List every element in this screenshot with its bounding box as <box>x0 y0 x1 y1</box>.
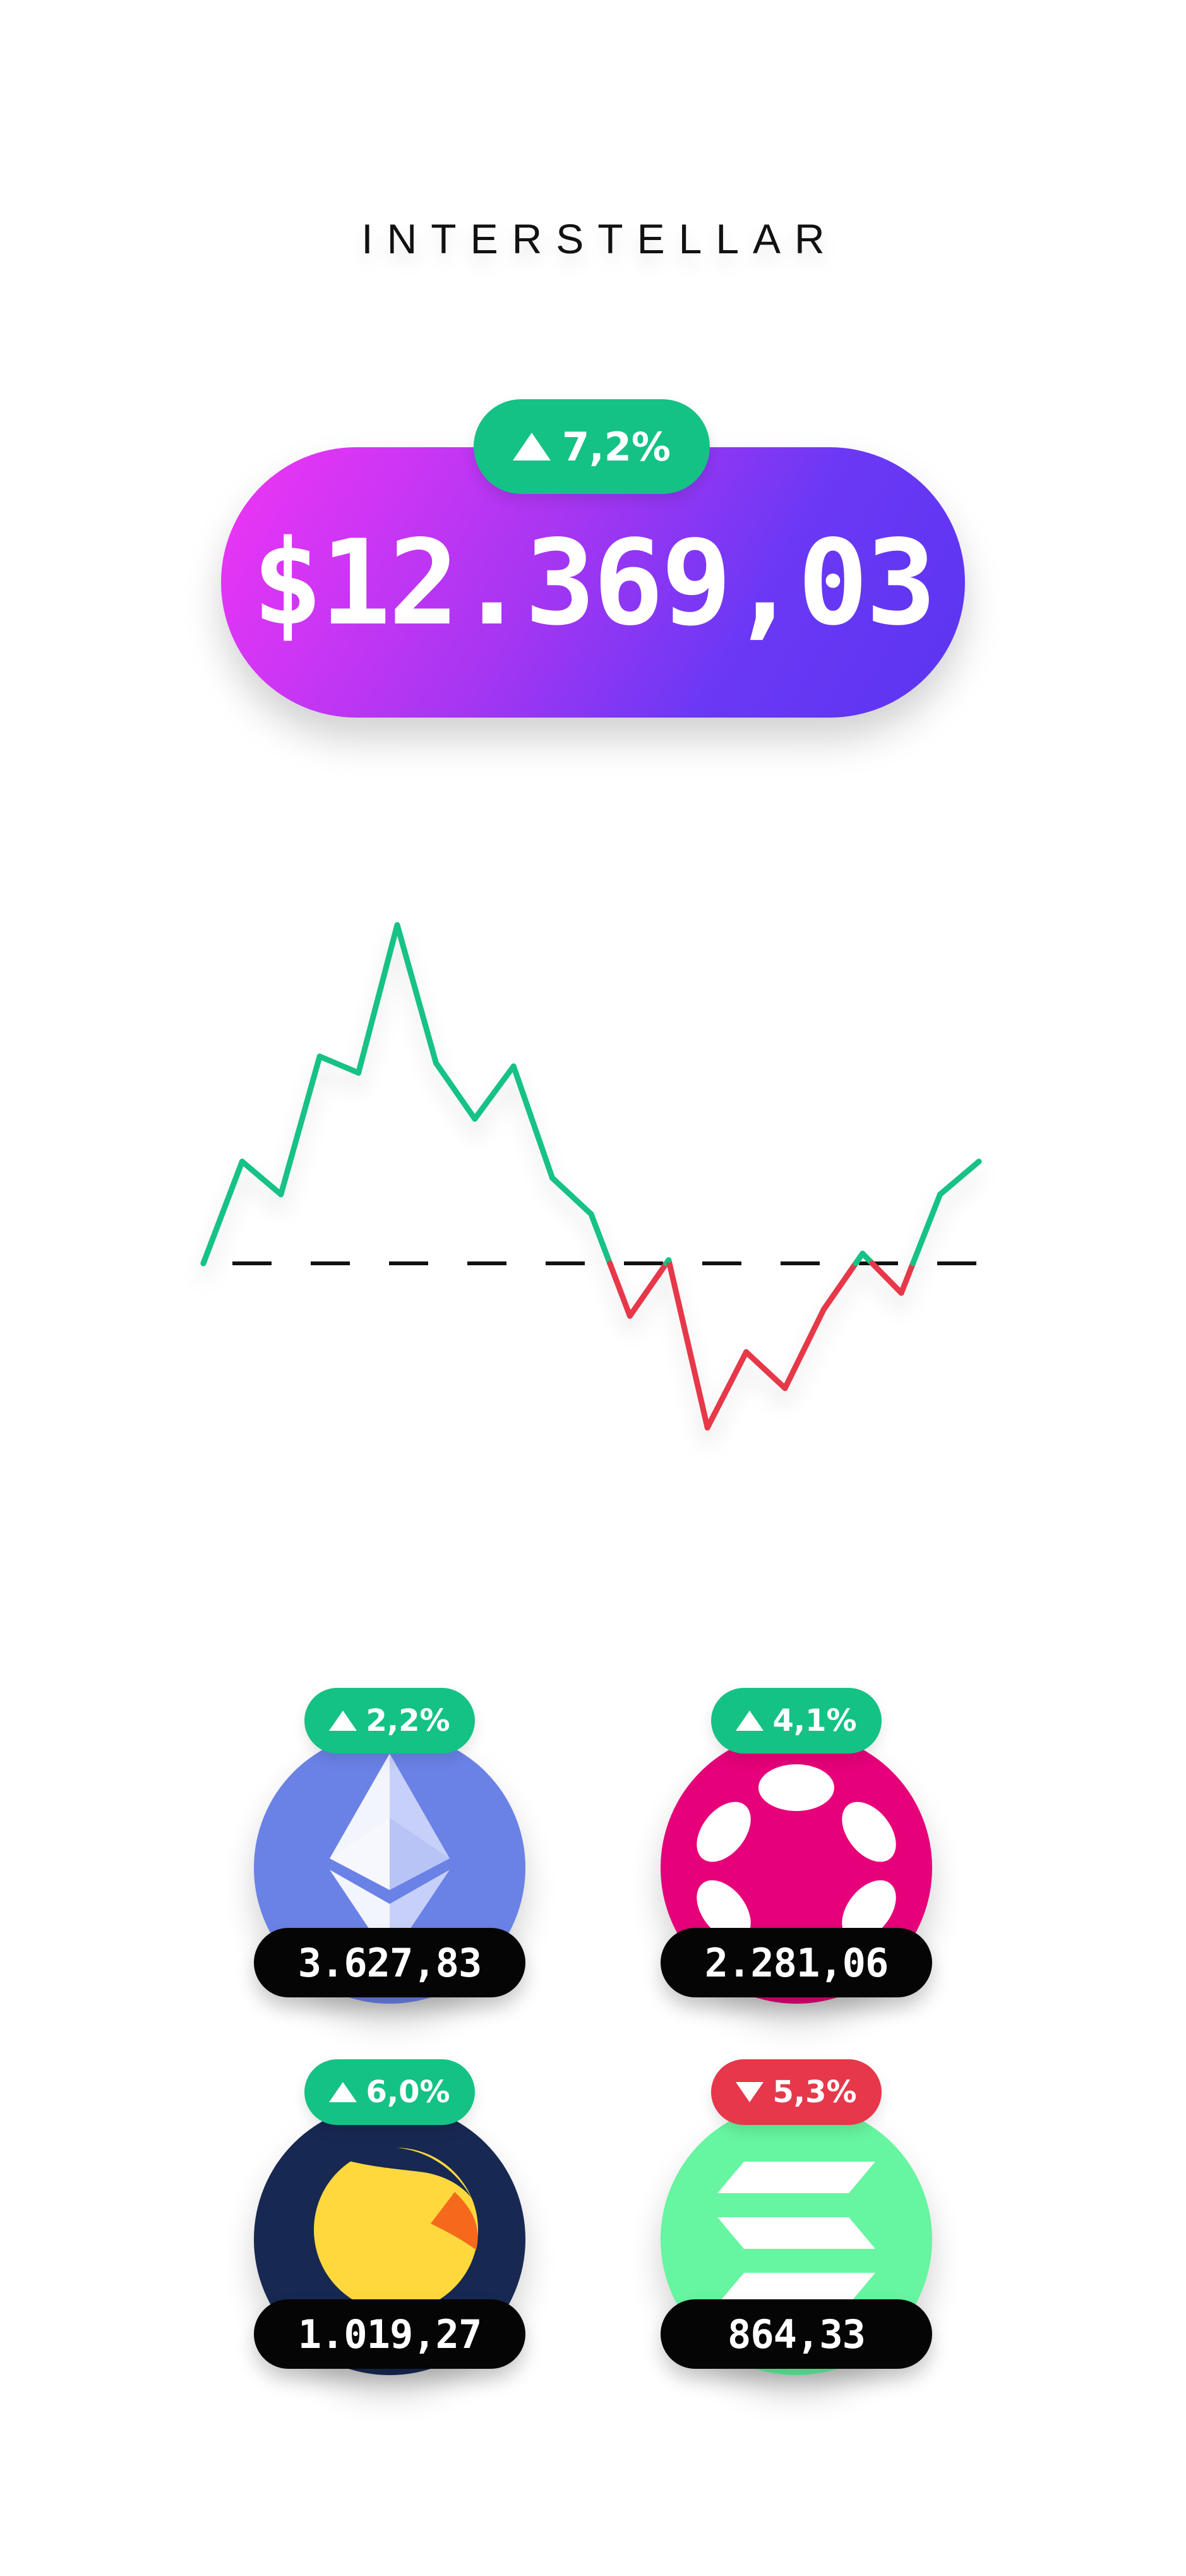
chart-line-segment-above <box>394 922 439 1066</box>
chart-point <box>588 1211 594 1217</box>
chart-line-segment-above <box>910 1191 943 1267</box>
portfolio-change-value: 7,2% <box>562 423 671 470</box>
chart-point <box>549 1175 556 1181</box>
chart-line-segment-below <box>626 1260 669 1319</box>
chart-line-segment-above <box>200 1159 245 1267</box>
chart-point <box>278 1191 284 1198</box>
arrow-up-icon <box>513 433 551 460</box>
ethereum-change-badge: 2,2% <box>304 1688 475 1754</box>
coin-card-solana[interactable]: 5,3% 864,33 <box>661 2059 932 2375</box>
chart-point <box>898 1290 904 1296</box>
ethereum-price: 3.627,83 <box>254 1928 525 1997</box>
chart-point <box>239 1159 245 1165</box>
coin-card-terra[interactable]: 6,0% 1.019,27 <box>254 2059 525 2375</box>
chart-line-segment-below <box>743 1349 788 1392</box>
arrow-up-icon <box>736 1711 764 1731</box>
chart-line-segment-above <box>356 922 400 1076</box>
chart-point <box>937 1191 943 1198</box>
chart-line-segment-above <box>316 1053 362 1076</box>
chart-point <box>200 1260 207 1267</box>
solana-change-value: 5,3% <box>772 2074 857 2110</box>
polkadot-change-value: 4,1% <box>772 1703 857 1738</box>
chart-point <box>860 1250 866 1256</box>
chart-line-segment-above <box>937 1159 982 1198</box>
chart-line-segment-above <box>588 1211 613 1267</box>
coin-card-polkadot[interactable]: 4,1% 2.281,06 <box>661 1688 932 2004</box>
chart-point <box>433 1060 439 1066</box>
chart-point <box>626 1313 633 1319</box>
chart-point <box>976 1159 982 1165</box>
ethereum-change-value: 2,2% <box>366 1703 450 1738</box>
chart-point <box>472 1116 478 1122</box>
chart-line-segment-below <box>782 1306 827 1392</box>
chart-line-segment-above <box>853 1250 866 1267</box>
chart-line-segment-below <box>607 1260 633 1319</box>
chart-line-segment-above <box>433 1060 478 1122</box>
chart-point <box>743 1349 750 1355</box>
solana-change-badge: 5,3% <box>711 2059 882 2125</box>
portfolio-change-badge: 7,2% <box>474 399 710 494</box>
chart-line-segment-above <box>663 1257 672 1267</box>
chart-line-segment-above <box>549 1175 594 1217</box>
brand-logo: INTERSTELLAR <box>361 215 839 262</box>
chart-point <box>394 922 400 928</box>
coin-card-ethereum[interactable]: 2,2% 3.627,83 <box>254 1688 525 2004</box>
portfolio-balance: $12.369,03 <box>252 514 937 651</box>
chart-point <box>356 1069 362 1076</box>
chart-point <box>820 1306 827 1313</box>
chart-line-segment-above <box>239 1159 284 1198</box>
chart-point <box>782 1385 788 1392</box>
chart-line-segment-below <box>898 1260 916 1296</box>
terra-price: 1.019,27 <box>254 2299 525 2369</box>
terra-change-badge: 6,0% <box>304 2059 475 2125</box>
chart-line-segment-above <box>860 1250 875 1267</box>
chart-line-segment-above <box>510 1063 556 1181</box>
polkadot-change-badge: 4,1% <box>711 1688 882 1754</box>
chart-point <box>316 1053 323 1059</box>
arrow-up-icon <box>329 2082 357 2102</box>
chart-point <box>510 1063 517 1069</box>
chart-point <box>666 1257 672 1263</box>
chart-point <box>704 1424 710 1431</box>
solana-price: 864,33 <box>661 2299 932 2369</box>
polkadot-price: 2.281,06 <box>661 1928 932 1997</box>
chart-line-segment-below <box>820 1260 859 1313</box>
chart-line-segment-above <box>472 1063 517 1122</box>
arrow-down-icon <box>736 2082 764 2102</box>
chart-line-segment-below <box>704 1349 750 1431</box>
chart-line-segment-below <box>869 1260 904 1296</box>
chart-line-segment-above <box>278 1053 323 1198</box>
arrow-up-icon <box>329 1711 357 1731</box>
chart-line-segment-below <box>666 1260 710 1431</box>
terra-change-value: 6,0% <box>366 2074 450 2110</box>
